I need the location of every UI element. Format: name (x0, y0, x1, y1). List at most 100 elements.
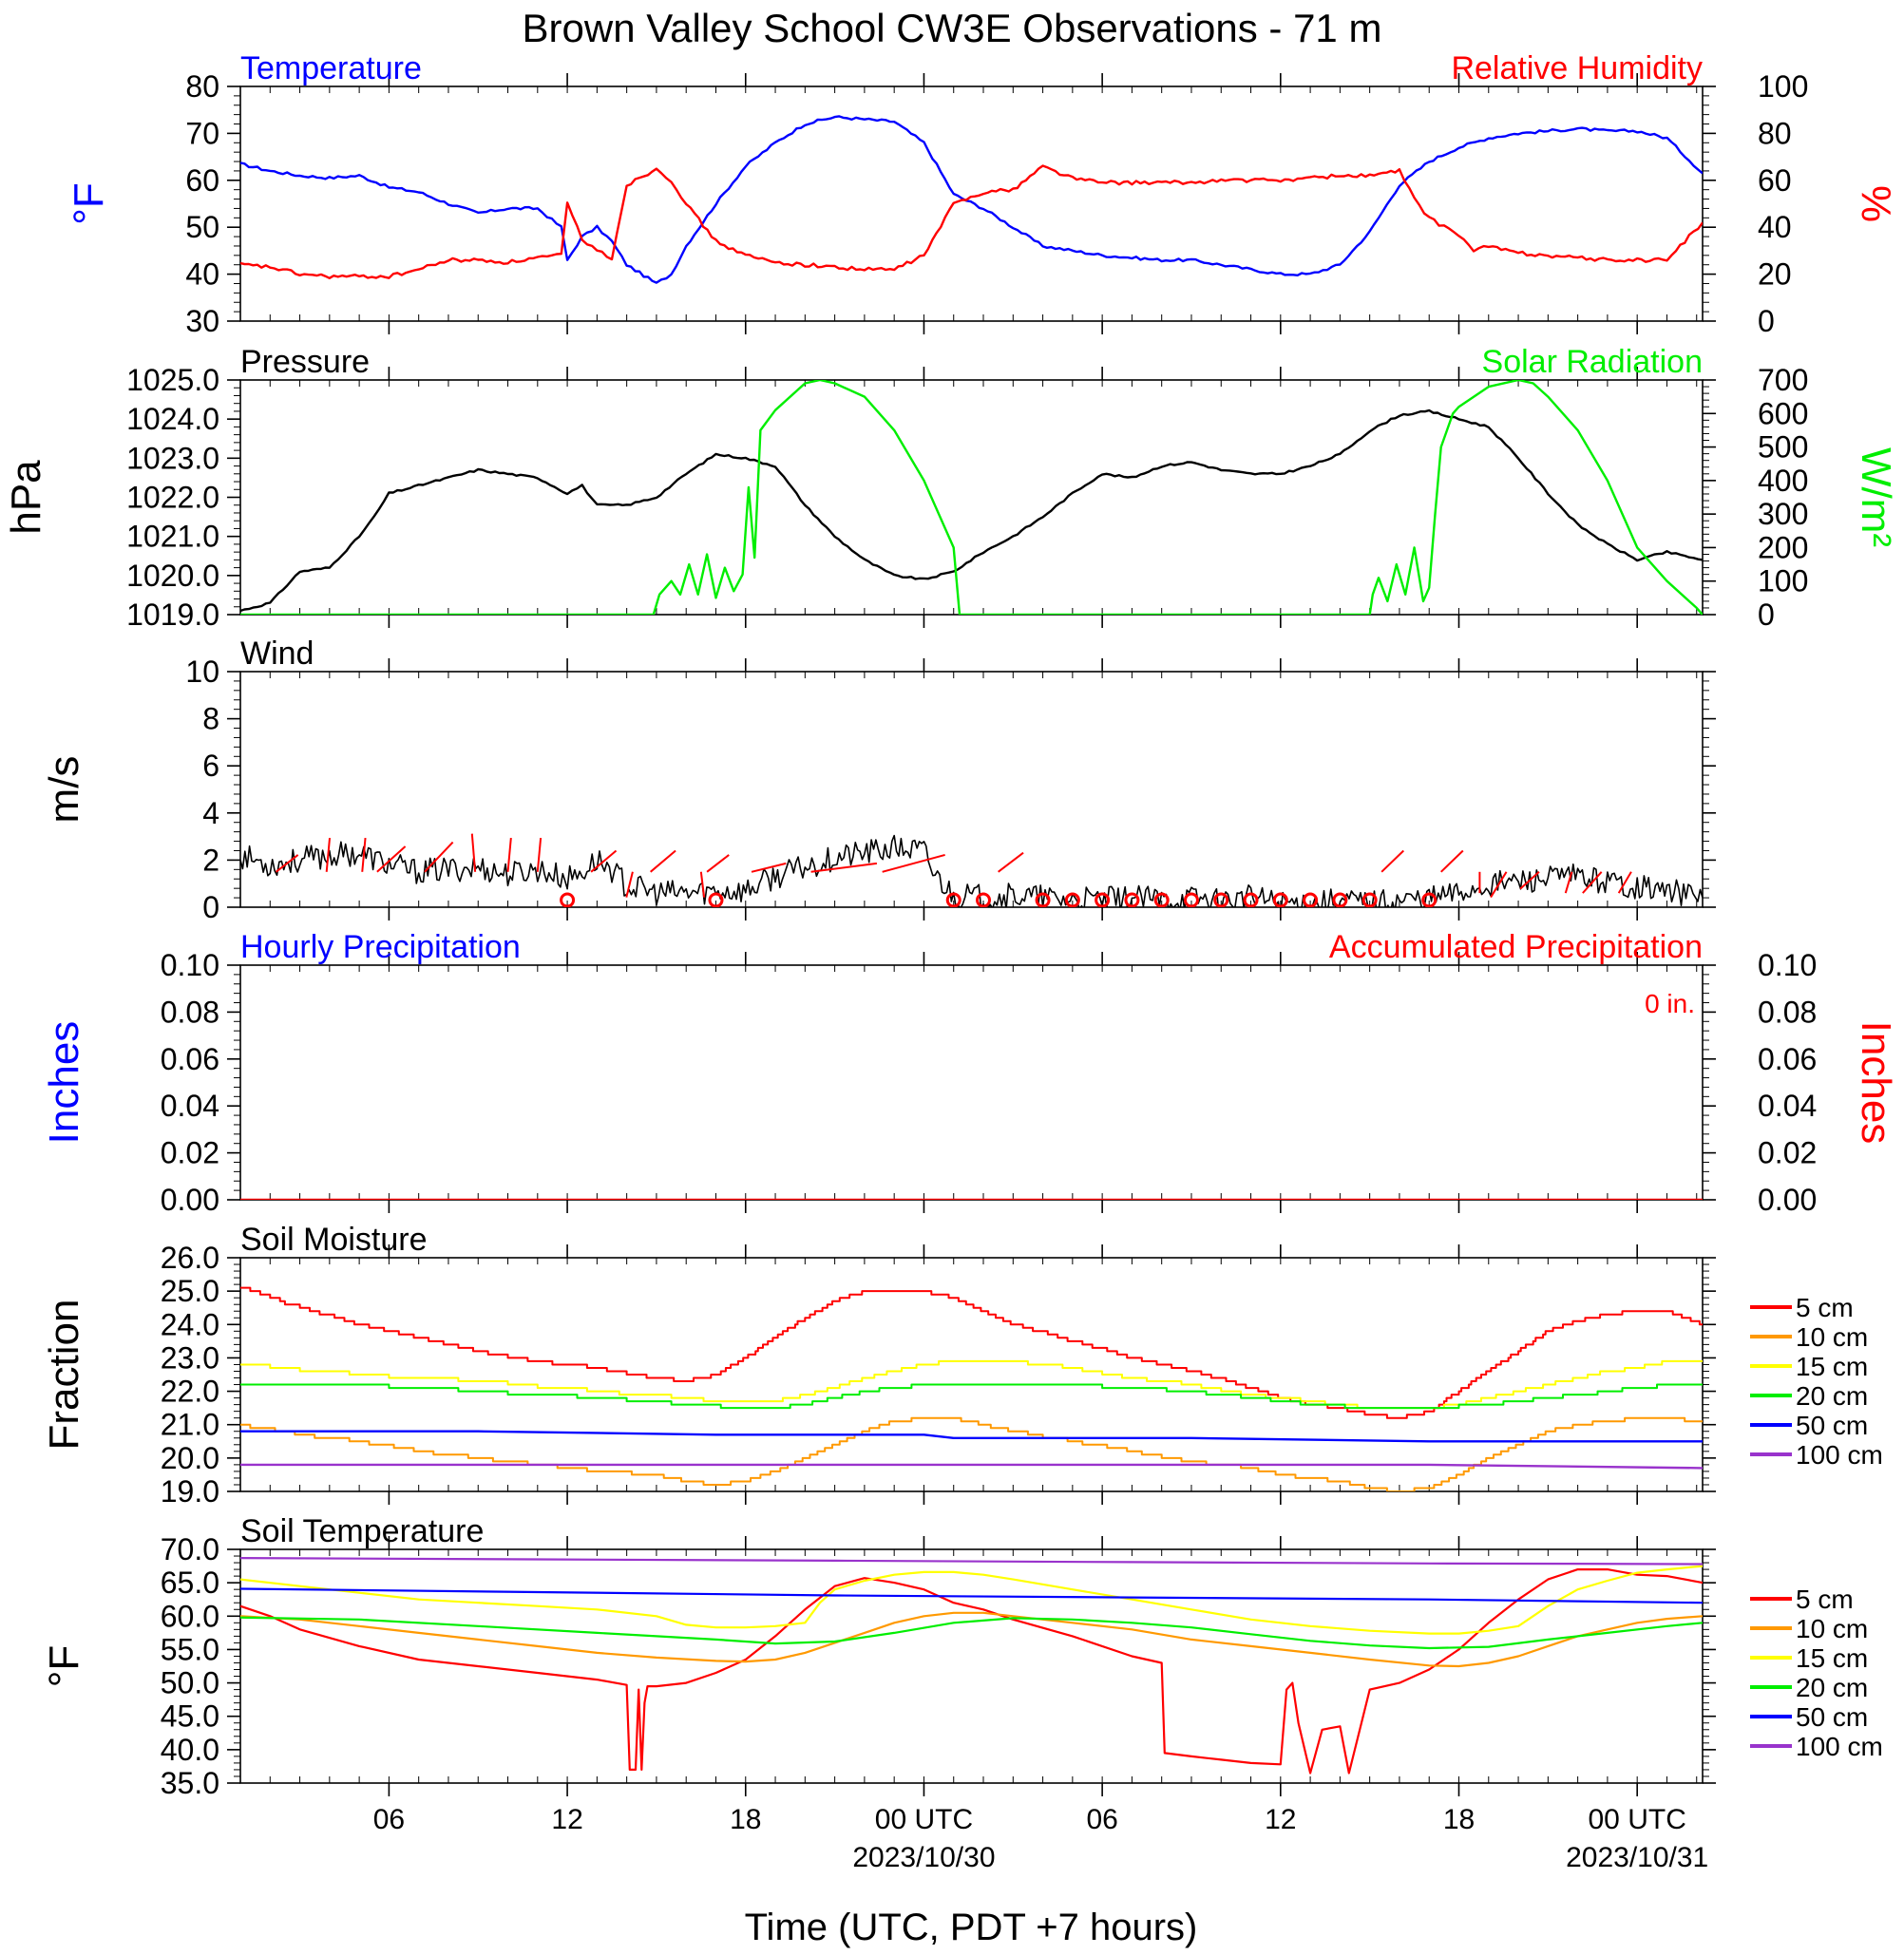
y-right-tick-label: 400 (1758, 464, 1808, 498)
wind-barb (810, 862, 878, 873)
plot-area (240, 380, 1703, 615)
series-line-solar-radiation (240, 380, 1703, 615)
legend-label: 5 cm (1796, 1585, 1854, 1614)
wind-barb (361, 837, 367, 872)
accumulated-total: 0 in. (1645, 989, 1695, 1018)
y-tick-label: 60.0 (161, 1599, 219, 1633)
y-tick-label: 50.0 (161, 1666, 219, 1700)
y-tick-label: 26.0 (161, 1241, 219, 1275)
y-tick-label: 1025.0 (126, 363, 219, 397)
y-right-tick-label: 100 (1758, 564, 1808, 598)
y-axis-label-left: °F (41, 1645, 87, 1687)
y-right-tick-label: 40 (1758, 210, 1792, 244)
series-line-pressure (240, 408, 1703, 613)
y-right-tick-label: 600 (1758, 396, 1808, 430)
calm-wind-circle (560, 892, 576, 907)
calm-wind-circle (976, 892, 992, 907)
panel-soil_temperature: 06 12 18 00 UTC 2023/10/30 06 12 18 00 UTC 2023/1… (41, 1513, 1883, 1873)
y-tick-label: 35.0 (161, 1766, 219, 1800)
plot-frame (239, 1548, 1704, 1784)
y-tick-label: 1019.0 (126, 598, 219, 632)
y-tick-label: 80 (185, 69, 219, 104)
calm-wind-circle (1272, 892, 1288, 907)
y-tick-label: 19.0 (161, 1474, 219, 1509)
calm-wind-circle (1303, 892, 1319, 907)
series-line-100-cm (240, 1557, 1703, 1566)
y-tick-label: 0.08 (161, 995, 219, 1029)
y-axis-label-right: Inches (1853, 1021, 1899, 1145)
panel-title-left: Temperature (240, 50, 422, 86)
wind-barb (699, 871, 706, 898)
legend-label: 50 cm (1796, 1702, 1868, 1732)
panel-pressure_solar: 1025.0 1024.0 1023.0 1022.0 1021.0 1020.0 1019… (3, 344, 1899, 632)
y-tick-label: 23.0 (161, 1340, 219, 1375)
wind-barb (706, 854, 730, 873)
y-right-tick-label: 60 (1758, 163, 1792, 198)
y-tick-label: 50 (185, 210, 219, 244)
plot-frame (239, 964, 1704, 1201)
series-line-relative-humidity (240, 164, 1703, 279)
panel-title-right: Solar Radiation (1482, 344, 1703, 380)
y-right-tick-label: 20 (1758, 257, 1792, 292)
legend-label: 100 cm (1796, 1732, 1883, 1761)
wind-barb (882, 853, 945, 873)
y-tick-label: 6 (202, 749, 219, 783)
series-line-5-cm (240, 1568, 1703, 1775)
y-tick-label: 55.0 (161, 1632, 219, 1666)
wind-barb (1440, 849, 1464, 873)
calm-wind-circle (708, 892, 724, 907)
legend-label: 15 cm (1796, 1643, 1868, 1673)
calm-wind-circle (1361, 892, 1378, 907)
legend-label: 5 cm (1796, 1293, 1854, 1322)
y-tick-label: 1021.0 (126, 520, 219, 554)
y-axis-label-left: m/s (41, 756, 87, 824)
wind-barb (275, 854, 299, 873)
y-tick-label: 20.0 (161, 1441, 219, 1475)
y-tick-label: 70 (185, 116, 219, 150)
y-tick-label: 2 (202, 843, 219, 877)
wind-barb (1380, 849, 1404, 873)
y-tick-label: 4 (202, 796, 219, 830)
y-tick-label: 24.0 (161, 1307, 219, 1341)
series-line-wind (240, 834, 1703, 907)
y-tick-label: 1022.0 (126, 481, 219, 515)
y-right-tick-label: 0.08 (1758, 995, 1817, 1029)
wind-barb (590, 849, 618, 873)
y-right-tick-label: 0 (1758, 304, 1775, 338)
plot-frame (239, 1257, 1704, 1492)
y-tick-label: 0.10 (161, 948, 219, 982)
wind-barb (625, 871, 634, 898)
plot-frame (239, 379, 1704, 616)
panel-title-left: Pressure (240, 344, 370, 380)
y-tick-label: 40 (185, 257, 219, 292)
y-tick-label: 21.0 (161, 1408, 219, 1442)
series-line-5-cm (240, 1286, 1703, 1419)
wind-barb (376, 845, 407, 873)
x-tick-label: 18 (730, 1804, 761, 1835)
wind-barb (1564, 871, 1573, 894)
y-right-tick-label: 0.06 (1758, 1042, 1817, 1076)
y-right-tick-label: 0.02 (1758, 1136, 1817, 1170)
y-tick-label: 30 (185, 304, 219, 338)
plot-frame (239, 85, 1704, 322)
series-line-temperature (240, 115, 1703, 284)
plot-area (240, 1557, 1703, 1775)
series-line-15-cm (240, 1359, 1703, 1410)
y-tick-label: 8 (202, 702, 219, 736)
y-right-tick-label: 300 (1758, 497, 1808, 531)
chart-title: Brown Valley School CW3E Observations - … (523, 6, 1382, 50)
calm-wind-circle (1183, 892, 1199, 907)
wind-barb (650, 849, 676, 873)
y-right-tick-label: 0.04 (1758, 1089, 1817, 1123)
y-tick-label: 70.0 (161, 1532, 219, 1566)
panel-title-right: Accumulated Precipitation (1329, 929, 1703, 965)
panel-soil_moisture: 26.025.024.023.022.021.020.019.0 Soil Moi… (41, 1222, 1883, 1509)
y-tick-label: 0 (202, 890, 219, 924)
calm-wind-circle (945, 892, 962, 907)
legend-label: 100 cm (1796, 1440, 1883, 1470)
y-tick-label: 0.04 (161, 1089, 219, 1123)
series-line-10-cm (240, 1416, 1703, 1491)
calm-wind-circle (1153, 892, 1170, 907)
calm-wind-circle (1035, 892, 1051, 907)
